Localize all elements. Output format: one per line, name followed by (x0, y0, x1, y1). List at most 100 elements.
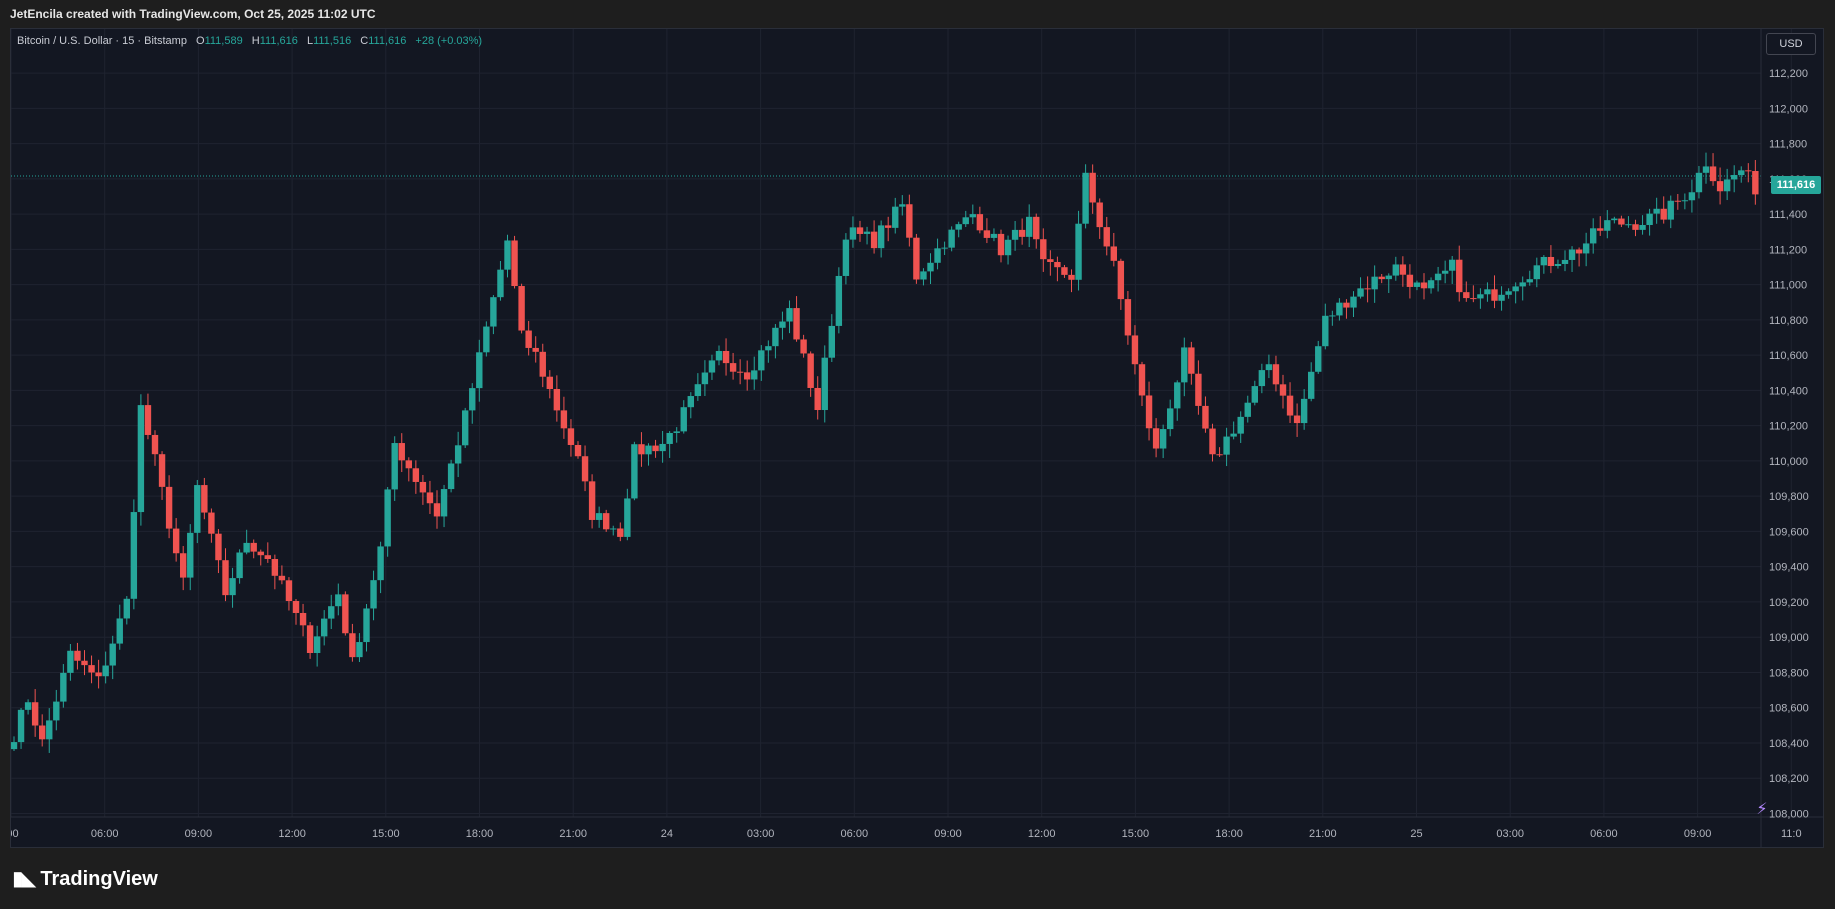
price-tick-label: 112,200 (1769, 68, 1808, 80)
candle-body (335, 594, 342, 607)
candle-body (1632, 224, 1639, 230)
candle-body (1258, 370, 1266, 387)
candle-body (870, 231, 878, 249)
candle-body (588, 481, 596, 520)
candle-body (892, 206, 899, 228)
candle-body (1533, 265, 1540, 280)
time-axis[interactable]: :00 06:00 09:00 12:00 15:00 18:00 21:00 24 03:00… (11, 828, 1802, 840)
candle-body (673, 431, 680, 433)
candle-body (652, 445, 659, 452)
candle-body (384, 489, 391, 547)
candle-body (243, 542, 250, 553)
candle-body (172, 528, 180, 554)
price-tick-label: 112,000 (1769, 103, 1808, 115)
candle-body (490, 297, 497, 327)
candle-body (1695, 172, 1703, 193)
candle-body (856, 227, 864, 234)
candle-body (109, 643, 116, 666)
candle-body (1716, 181, 1724, 192)
candle-body (624, 498, 631, 537)
candle-body (1237, 416, 1244, 434)
candle-body (1427, 280, 1435, 289)
candle-body (102, 665, 109, 677)
candle-body (1611, 218, 1618, 221)
candle-body (1456, 259, 1463, 293)
candle-body (1463, 292, 1470, 299)
candle-body (1420, 282, 1428, 289)
candle-body (74, 650, 81, 661)
candle-body (469, 388, 476, 411)
candle-body (1392, 264, 1399, 276)
candlestick-chart[interactable]: 108,000 108,200 108,400 108,600 108,800 109,0… (11, 29, 1823, 847)
lightning-badge-icon[interactable]: ⚡ (1756, 801, 1768, 818)
time-tick-label: 18:00 (466, 828, 494, 840)
candle-body (370, 580, 377, 609)
candle-body (81, 660, 88, 666)
candle-body (1441, 270, 1449, 274)
brand-name: TradingView (40, 868, 158, 890)
close-label: C (360, 35, 369, 47)
candle-body (180, 553, 187, 578)
candle-body (1329, 315, 1336, 317)
candle-body (877, 225, 885, 249)
candle-body (31, 702, 39, 726)
candle-body (546, 376, 553, 390)
candle-body (1279, 384, 1287, 396)
candle-body (313, 636, 321, 654)
candle-body (659, 443, 666, 452)
candle-body (497, 269, 504, 298)
candle-body (1731, 175, 1738, 180)
candle-body (1738, 170, 1745, 176)
time-tick-label: 12:00 (1028, 828, 1056, 840)
candle-body (215, 533, 222, 561)
time-tick-label: 18:00 (1215, 828, 1243, 840)
price-tick-label: 109,600 (1769, 526, 1809, 538)
candle-body (1223, 436, 1230, 455)
candle-body (885, 225, 892, 228)
candle-body (1519, 282, 1526, 287)
candle-body (447, 463, 455, 490)
candle-body (1026, 216, 1033, 237)
candle-body (398, 443, 405, 461)
candle-body (574, 444, 582, 457)
low-label: L (306, 35, 314, 47)
candle-body (722, 350, 730, 364)
price-tick-label: 110,800 (1769, 315, 1808, 327)
candle-body (793, 308, 800, 340)
chart-area[interactable]: 108,000 108,200 108,400 108,600 108,800 109,0… (10, 28, 1824, 848)
candle-body (1286, 395, 1294, 416)
candle-body (116, 618, 123, 644)
candle-body (165, 486, 173, 529)
candle-body (356, 642, 363, 658)
currency-button[interactable]: USD (1766, 33, 1816, 55)
time-tick-label: 24 (661, 828, 673, 840)
candle-body (363, 608, 370, 643)
candle-body (1244, 402, 1251, 417)
candle-body (1667, 200, 1674, 220)
candle-body (779, 321, 786, 328)
candle-body (1357, 288, 1364, 297)
candle-body (1322, 315, 1329, 347)
candle-body (1293, 415, 1301, 424)
candle-body (1575, 249, 1583, 254)
candle-body (208, 512, 215, 534)
candle-body (694, 384, 702, 397)
candle-body (1477, 294, 1484, 299)
candle-body (187, 532, 194, 578)
candle-body (60, 672, 67, 702)
candle-body (1308, 371, 1315, 399)
candle-body (511, 240, 518, 287)
candle-body (321, 618, 328, 637)
candle-body (1061, 267, 1068, 275)
low-value: 111,516 (313, 35, 352, 47)
candle-body (1653, 208, 1660, 214)
price-tick-label: 108,200 (1769, 773, 1809, 785)
time-tick-label: :00 (11, 828, 19, 840)
time-tick-label: 25 (1410, 828, 1422, 840)
price-tick-label: 109,400 (1769, 562, 1809, 574)
candles (11, 152, 1759, 753)
candle-body (299, 612, 307, 626)
candle-body (46, 720, 53, 740)
time-tick-label: 09:00 (185, 828, 213, 840)
candle-body (518, 286, 525, 331)
